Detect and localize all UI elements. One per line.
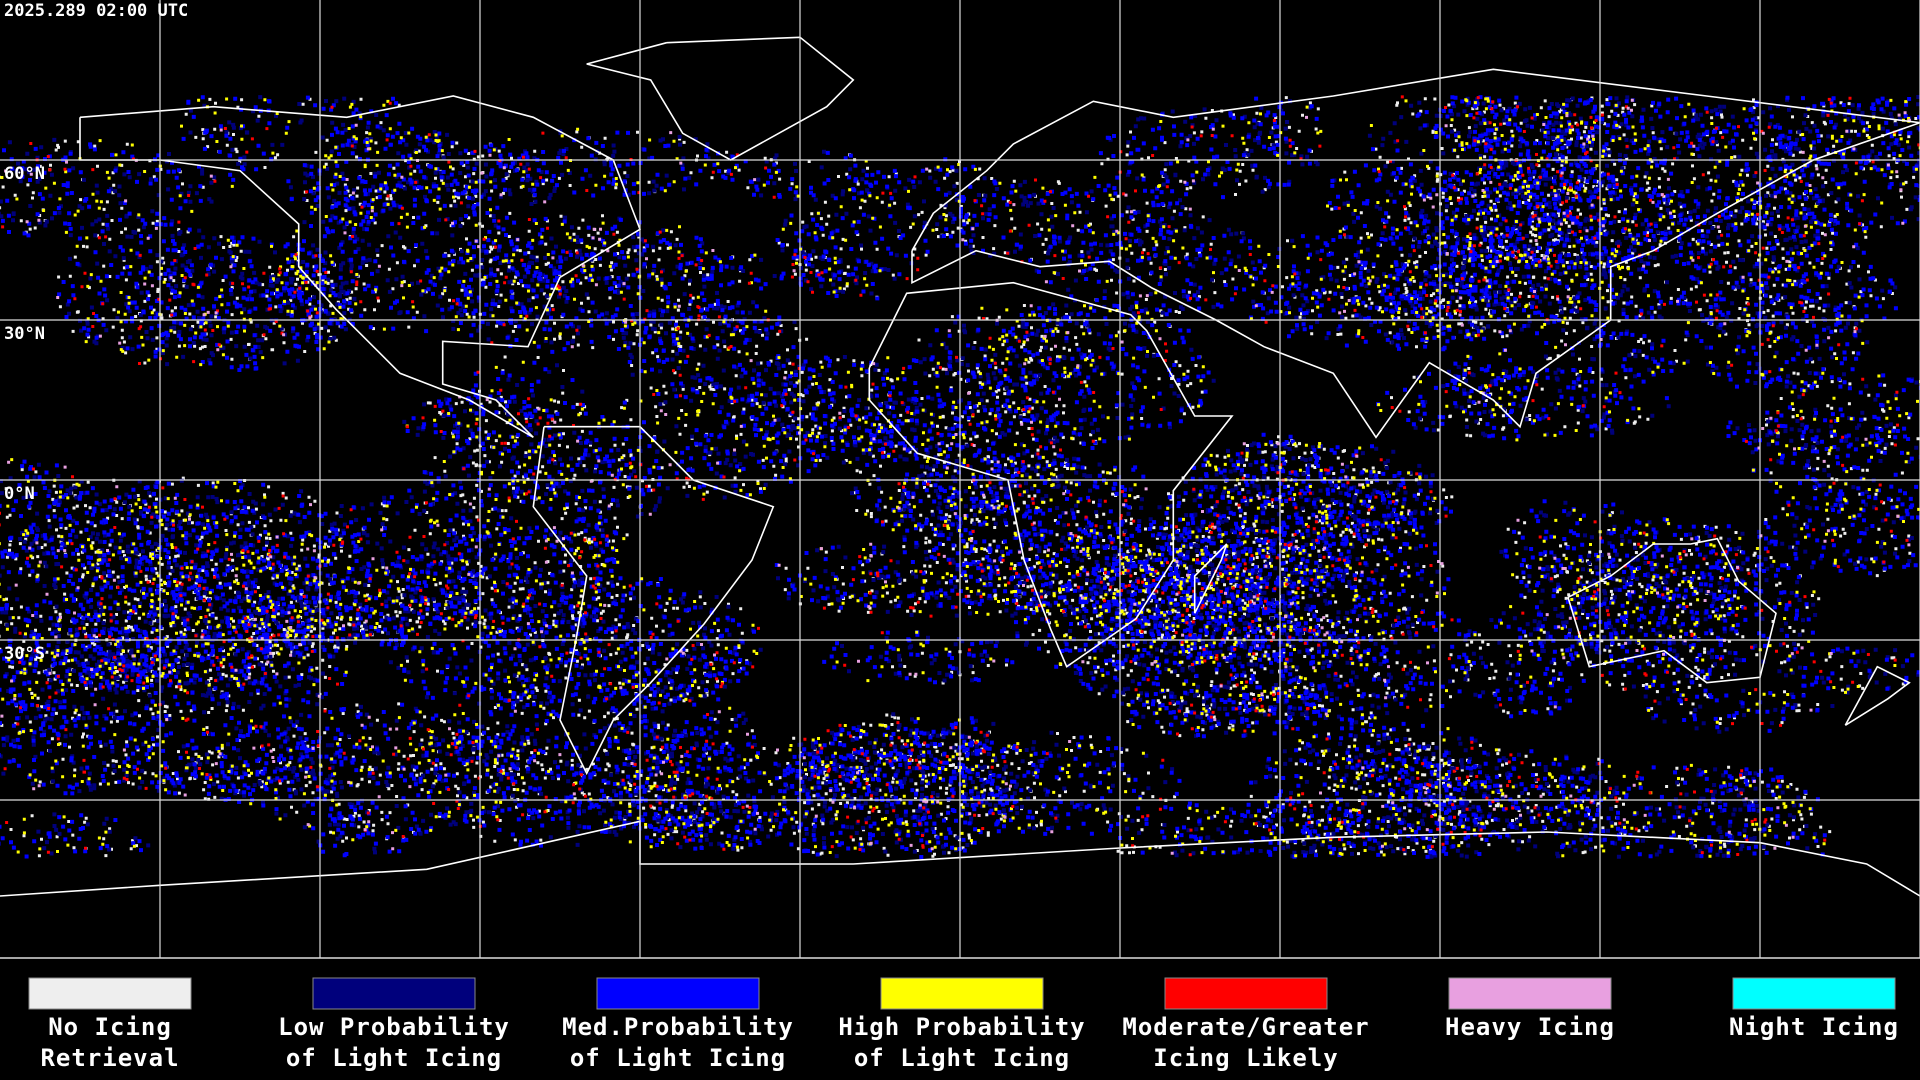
legend-label: Retrieval — [40, 1044, 179, 1072]
graticule — [0, 0, 1920, 958]
latitude-label: 30°N — [4, 324, 45, 344]
legend-label: of Light Icing — [854, 1044, 1070, 1072]
coastline — [868, 281, 1234, 668]
latitude-label: 30°S — [4, 644, 45, 664]
legend-label: Heavy Icing — [1445, 1013, 1615, 1041]
legend-label: Moderate/Greater — [1122, 1013, 1369, 1041]
legend-label: of Light Icing — [570, 1044, 786, 1072]
coastline — [1844, 665, 1911, 726]
legend-label: Night Icing — [1729, 1013, 1899, 1041]
legend-swatch — [1448, 977, 1612, 1010]
legend-label: Low Probability — [278, 1013, 510, 1041]
legend-swatch — [1164, 977, 1328, 1010]
latitude-label: 60°N — [4, 164, 45, 184]
legend-swatch — [28, 977, 192, 1010]
coastline — [532, 425, 775, 776]
coastline — [79, 95, 641, 438]
legend-swatch — [596, 977, 760, 1010]
legend-label: No Icing — [48, 1013, 172, 1041]
legend-label: High Probability — [838, 1013, 1085, 1041]
coastline — [1193, 543, 1228, 614]
legend-label: Icing Likely — [1153, 1044, 1338, 1072]
legend: No Icing Retrieval Low Probability of Light… — [28, 977, 1899, 1072]
legend-label: of Light Icing — [286, 1044, 502, 1072]
legend-label: Med.Probability — [562, 1013, 794, 1041]
latitude-label: 0°N — [4, 484, 35, 504]
legend-swatch — [1732, 977, 1896, 1010]
coastline — [0, 820, 1920, 897]
timestamp: 2025.289 02:00 UTC — [4, 1, 188, 21]
legend-swatch — [880, 977, 1044, 1010]
coastline — [1567, 537, 1777, 684]
legend-swatch — [312, 977, 476, 1010]
